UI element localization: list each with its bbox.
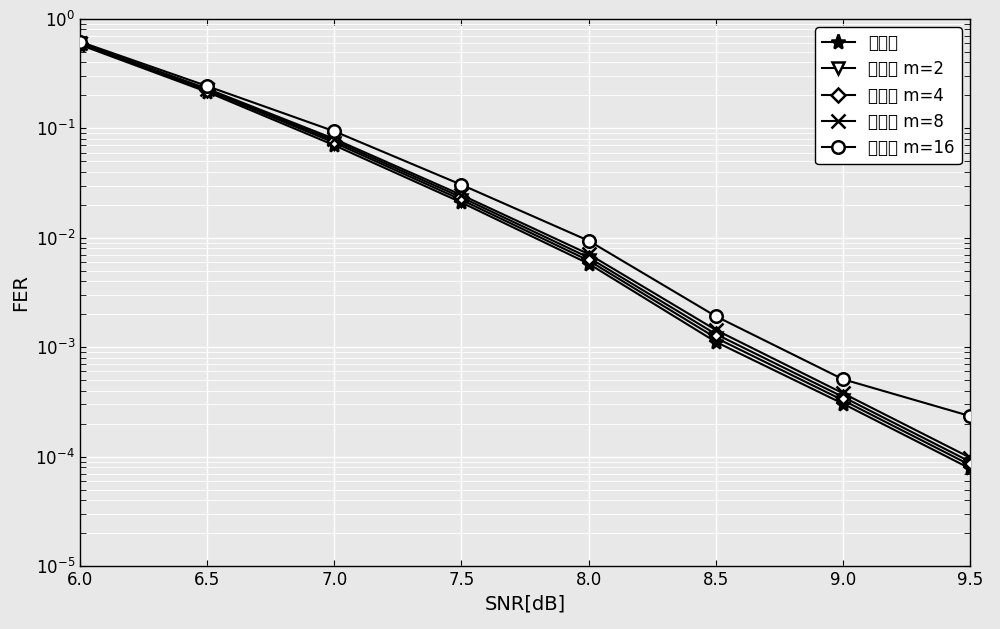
- 复用度 m=2: [328, 139, 340, 147]
- 无复用: [583, 260, 595, 267]
- 复用度 m=2: [455, 196, 467, 204]
- 复用度 m=4: [710, 330, 722, 338]
- Line: 复用度 m=16: 复用度 m=16: [74, 35, 976, 422]
- Y-axis label: FER: FER: [11, 274, 30, 311]
- 复用度 m=2: [583, 257, 595, 264]
- 无复用: [964, 465, 976, 472]
- 复用度 m=8: [837, 389, 849, 397]
- 复用度 m=16: [201, 82, 213, 90]
- Line: 复用度 m=4: 复用度 m=4: [75, 38, 975, 467]
- X-axis label: SNR[dB]: SNR[dB]: [484, 594, 566, 613]
- 复用度 m=8: [455, 191, 467, 199]
- 复用度 m=2: [74, 40, 86, 48]
- 复用度 m=16: [455, 181, 467, 189]
- 复用度 m=4: [201, 86, 213, 93]
- 复用度 m=2: [837, 396, 849, 404]
- 复用度 m=4: [964, 458, 976, 465]
- 无复用: [455, 199, 467, 206]
- 无复用: [201, 88, 213, 96]
- 复用度 m=8: [201, 85, 213, 92]
- 复用度 m=8: [964, 454, 976, 462]
- Legend: 无复用, 复用度 m=2, 复用度 m=4, 复用度 m=8, 复用度 m=16: 无复用, 复用度 m=2, 复用度 m=4, 复用度 m=8, 复用度 m=16: [815, 27, 962, 164]
- 复用度 m=2: [201, 87, 213, 94]
- 复用度 m=8: [710, 326, 722, 333]
- 复用度 m=16: [710, 313, 722, 320]
- 复用度 m=4: [328, 137, 340, 145]
- 无复用: [837, 400, 849, 408]
- 复用度 m=8: [328, 135, 340, 143]
- 无复用: [710, 338, 722, 345]
- 复用度 m=4: [583, 253, 595, 261]
- 复用度 m=2: [710, 334, 722, 342]
- 复用度 m=8: [74, 39, 86, 47]
- 复用度 m=4: [74, 40, 86, 47]
- 复用度 m=16: [964, 412, 976, 420]
- Line: 复用度 m=8: 复用度 m=8: [73, 36, 977, 465]
- 复用度 m=16: [328, 128, 340, 135]
- 复用度 m=16: [74, 38, 86, 45]
- 无复用: [74, 41, 86, 48]
- 复用度 m=8: [583, 250, 595, 258]
- 复用度 m=4: [455, 194, 467, 201]
- 无复用: [328, 142, 340, 149]
- Line: 无复用: 无复用: [72, 37, 978, 476]
- Line: 复用度 m=2: 复用度 m=2: [74, 38, 976, 471]
- 复用度 m=4: [837, 393, 849, 401]
- 复用度 m=16: [837, 376, 849, 383]
- 复用度 m=2: [964, 461, 976, 469]
- 复用度 m=16: [583, 237, 595, 245]
